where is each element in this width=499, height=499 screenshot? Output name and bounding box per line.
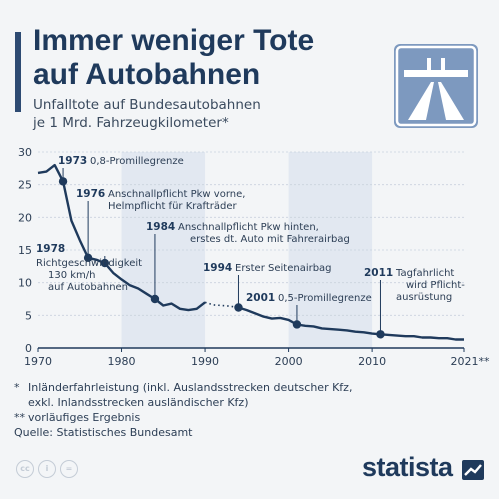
annotation-year: 2011 [364,267,393,279]
subtitle-line-2: je 1 Mrd. Fahrzeugkilometer* [33,115,229,131]
statista-logo-icon [462,460,484,480]
annotation-point [292,320,302,329]
x-tick-label: 1970 [24,355,52,368]
annotation-text-line: Erster Seitenairbag [235,263,332,274]
footnote-3: Quelle: Statistisches Bundesamt [14,425,484,440]
road-left-lane [408,82,434,120]
series-line-gap [204,301,239,309]
autobahn-road-sign-icon [394,44,478,128]
annotation-point [234,303,243,312]
bridge-pillar-left [427,58,431,70]
bridge-pillar-right [441,58,445,70]
series-line-segment [37,163,206,312]
annotation-text-line: Richtgeschwindigkeit [36,258,142,269]
y-tick-label: 0 [25,342,32,355]
road-right-lane [438,82,464,120]
annotation-year: 1973 [58,155,87,167]
subtitle-line-1: Unfalltote auf Bundesautobahnen [33,97,261,113]
annotation-text-line: wird Pflicht- [406,280,465,291]
x-tick-label: 1980 [108,355,136,368]
sign-border [395,45,477,127]
annotation-text-line: erstes dt. Auto mit Fahrerairbag [190,234,350,245]
footnote-text: Quelle: Statistisches Bundesamt [14,426,193,439]
title-line-2: auf Autobahnen [33,58,261,91]
footnote-mark: * [14,381,20,394]
annotation-text-line: Anschnallpflicht Pkw vorne, [108,189,245,200]
statista-logo-text[interactable]: statista [362,452,453,482]
annotation-text-line: 0,5-Promillegrenze [278,293,372,304]
page-title: Immer weniger Tote auf Autobahnen [33,24,363,92]
bridge-deck [404,70,468,77]
footnote-2: ** vorläufiges Ergebnis [14,410,484,425]
annotation-text: 0,5-Promillegrenze [278,293,372,304]
annotation-text: Tagfahrlicht wird Pflicht-ausrüstung [395,268,465,303]
series-line [37,163,464,341]
title-accent-bar [15,32,21,112]
annotation-text-line: Anschnallpflicht Pkw hinten, [178,222,319,233]
annotation-point [100,258,110,268]
annotation-text: Anschnallpflicht Pkw hinten, erstes dt. A… [178,222,350,245]
footnotes: * Inländerfahrleistung (inkl. Auslandsstr… [14,380,484,440]
footnote-1: * Inländerfahrleistung (inkl. Auslandsstr… [14,380,484,410]
grid-lines [38,151,464,349]
x-axis-ticks: 1970 1980 1990 2000 2010 2021** [24,348,490,368]
annotation-point [150,294,160,304]
annotation-text: 0,8-Promillegrenze [90,156,184,167]
y-tick-label: 15 [18,244,32,257]
attribution-icon[interactable]: i [38,460,56,478]
annotation-text-line: Helmpflicht für Krafträder [108,201,238,212]
y-tick-label: 25 [18,179,32,192]
annotation-text-line: ausrüstung [396,292,452,303]
annotation-text-line: 130 km/h [48,270,96,281]
footnote-mark: ** [14,411,25,424]
annotation-text: Erster Seitenairbag [235,263,332,274]
annotation-year: 1994 [203,262,232,274]
sign-background [394,44,478,128]
y-axis-ticks: 0 5 10 15 20 25 30 [18,146,32,355]
no-derivatives-icon[interactable]: = [60,460,78,478]
title-line-1: Immer weniger Tote [33,24,315,57]
annotation-year: 1978 [36,243,65,255]
series-line-segment [238,306,464,341]
y-tick-label: 30 [18,146,32,159]
x-tick-label: 2010 [358,355,386,368]
annotation-text-line: 0,8-Promillegrenze [90,156,184,167]
annotation-text: Richtgeschwindigkeit 130 km/h auf Autobahn… [36,258,142,293]
x-tick-label: 2000 [275,355,303,368]
y-tick-label: 20 [18,211,32,224]
annotation-year: 2001 [246,292,275,304]
x-tick-label: 2021** [451,355,490,368]
annotation-text: Anschnallpflicht Pkw vorne, Helmpflicht f… [108,189,245,212]
annotation-text-line: auf Autobahnen [48,282,128,293]
annotation-point [83,253,93,263]
creative-commons-icon[interactable]: cc [16,460,34,478]
chart-subtitle: Unfalltote auf Bundesautobahnen je 1 Mrd… [33,96,363,132]
footnote-text: Inländerfahrleistung (inkl. Auslandsstre… [28,381,353,409]
annotation-year: 1976 [76,188,105,200]
annotation-point [376,330,385,339]
annotation-year: 1984 [146,221,175,233]
annotation-text-line: Tagfahrlicht [395,268,454,279]
x-tick-label: 1990 [191,355,219,368]
annotation-point [58,177,68,186]
footnote-text: vorläufiges Ergebnis [28,411,141,424]
y-tick-label: 5 [25,309,32,322]
y-tick-label: 10 [18,277,32,290]
